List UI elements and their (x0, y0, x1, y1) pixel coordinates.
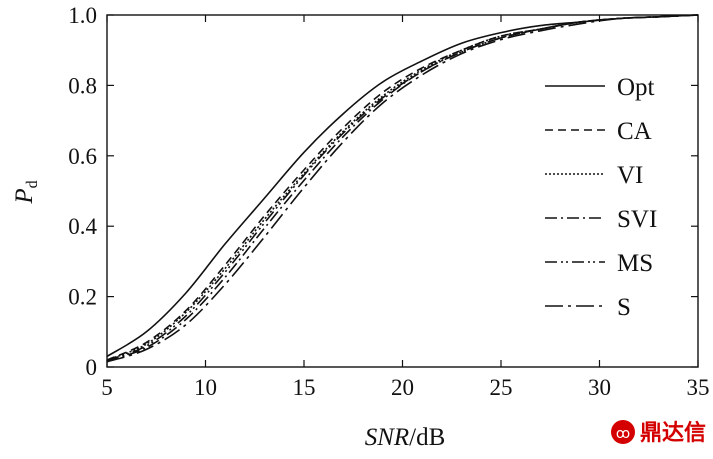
y-tick-label: 0.2 (68, 285, 97, 310)
y-tick-label: 0 (86, 355, 98, 380)
series-line-vi (106, 14, 699, 361)
legend-label-vi: VI (617, 162, 643, 189)
logo-icon-glyph: ꝏ (616, 426, 630, 442)
series-line-ca (106, 14, 699, 361)
series-line-svi (106, 14, 699, 362)
legend-label-opt: Opt (617, 74, 655, 101)
x-tick-label: 5 (101, 375, 113, 400)
x-tick-label: 10 (194, 375, 217, 400)
x-axis-title: SNR/dB (365, 424, 446, 451)
series-line-opt (106, 14, 699, 358)
series-line-s (106, 14, 699, 363)
logo-icon (611, 420, 635, 444)
y-tick-label: 1.0 (68, 3, 97, 28)
plot-frame (106, 14, 699, 368)
x-tick-label: 30 (588, 375, 611, 400)
x-tick-label: 15 (293, 375, 316, 400)
curves (106, 14, 699, 363)
x-axis-title-italic: SNR (365, 424, 409, 451)
legend: Opt CA VI SVI MS S (545, 74, 657, 321)
x-tick-label: 25 (490, 375, 513, 400)
y-tick-label: 0.4 (68, 214, 97, 239)
legend-label-ca: CA (617, 118, 652, 145)
x-tick-label: 35 (687, 375, 710, 400)
tick-labels: 5 10 15 20 25 30 35 0 0.2 0.4 0.6 0.8 1.0 (68, 3, 709, 400)
y-tick-label: 0.6 (68, 144, 97, 169)
legend-label-s: S (617, 294, 631, 321)
legend-label-ms: MS (617, 250, 653, 277)
svg-text:Pd: Pd (11, 180, 41, 204)
x-axis-title-unit: /dB (409, 424, 445, 451)
y-axis-title-main: P (11, 188, 38, 204)
axes (106, 14, 699, 368)
y-axis-title: Pd (11, 180, 41, 204)
x-tick-label: 20 (391, 375, 414, 400)
series-line-ms (106, 14, 699, 362)
legend-label-svi: SVI (617, 206, 657, 233)
y-tick-label: 0.8 (68, 73, 97, 98)
watermark-text: 鼎达信 (640, 420, 706, 446)
watermark-logo: ꝏ 鼎达信 (611, 420, 706, 446)
y-axis-title-sub: d (24, 180, 41, 188)
